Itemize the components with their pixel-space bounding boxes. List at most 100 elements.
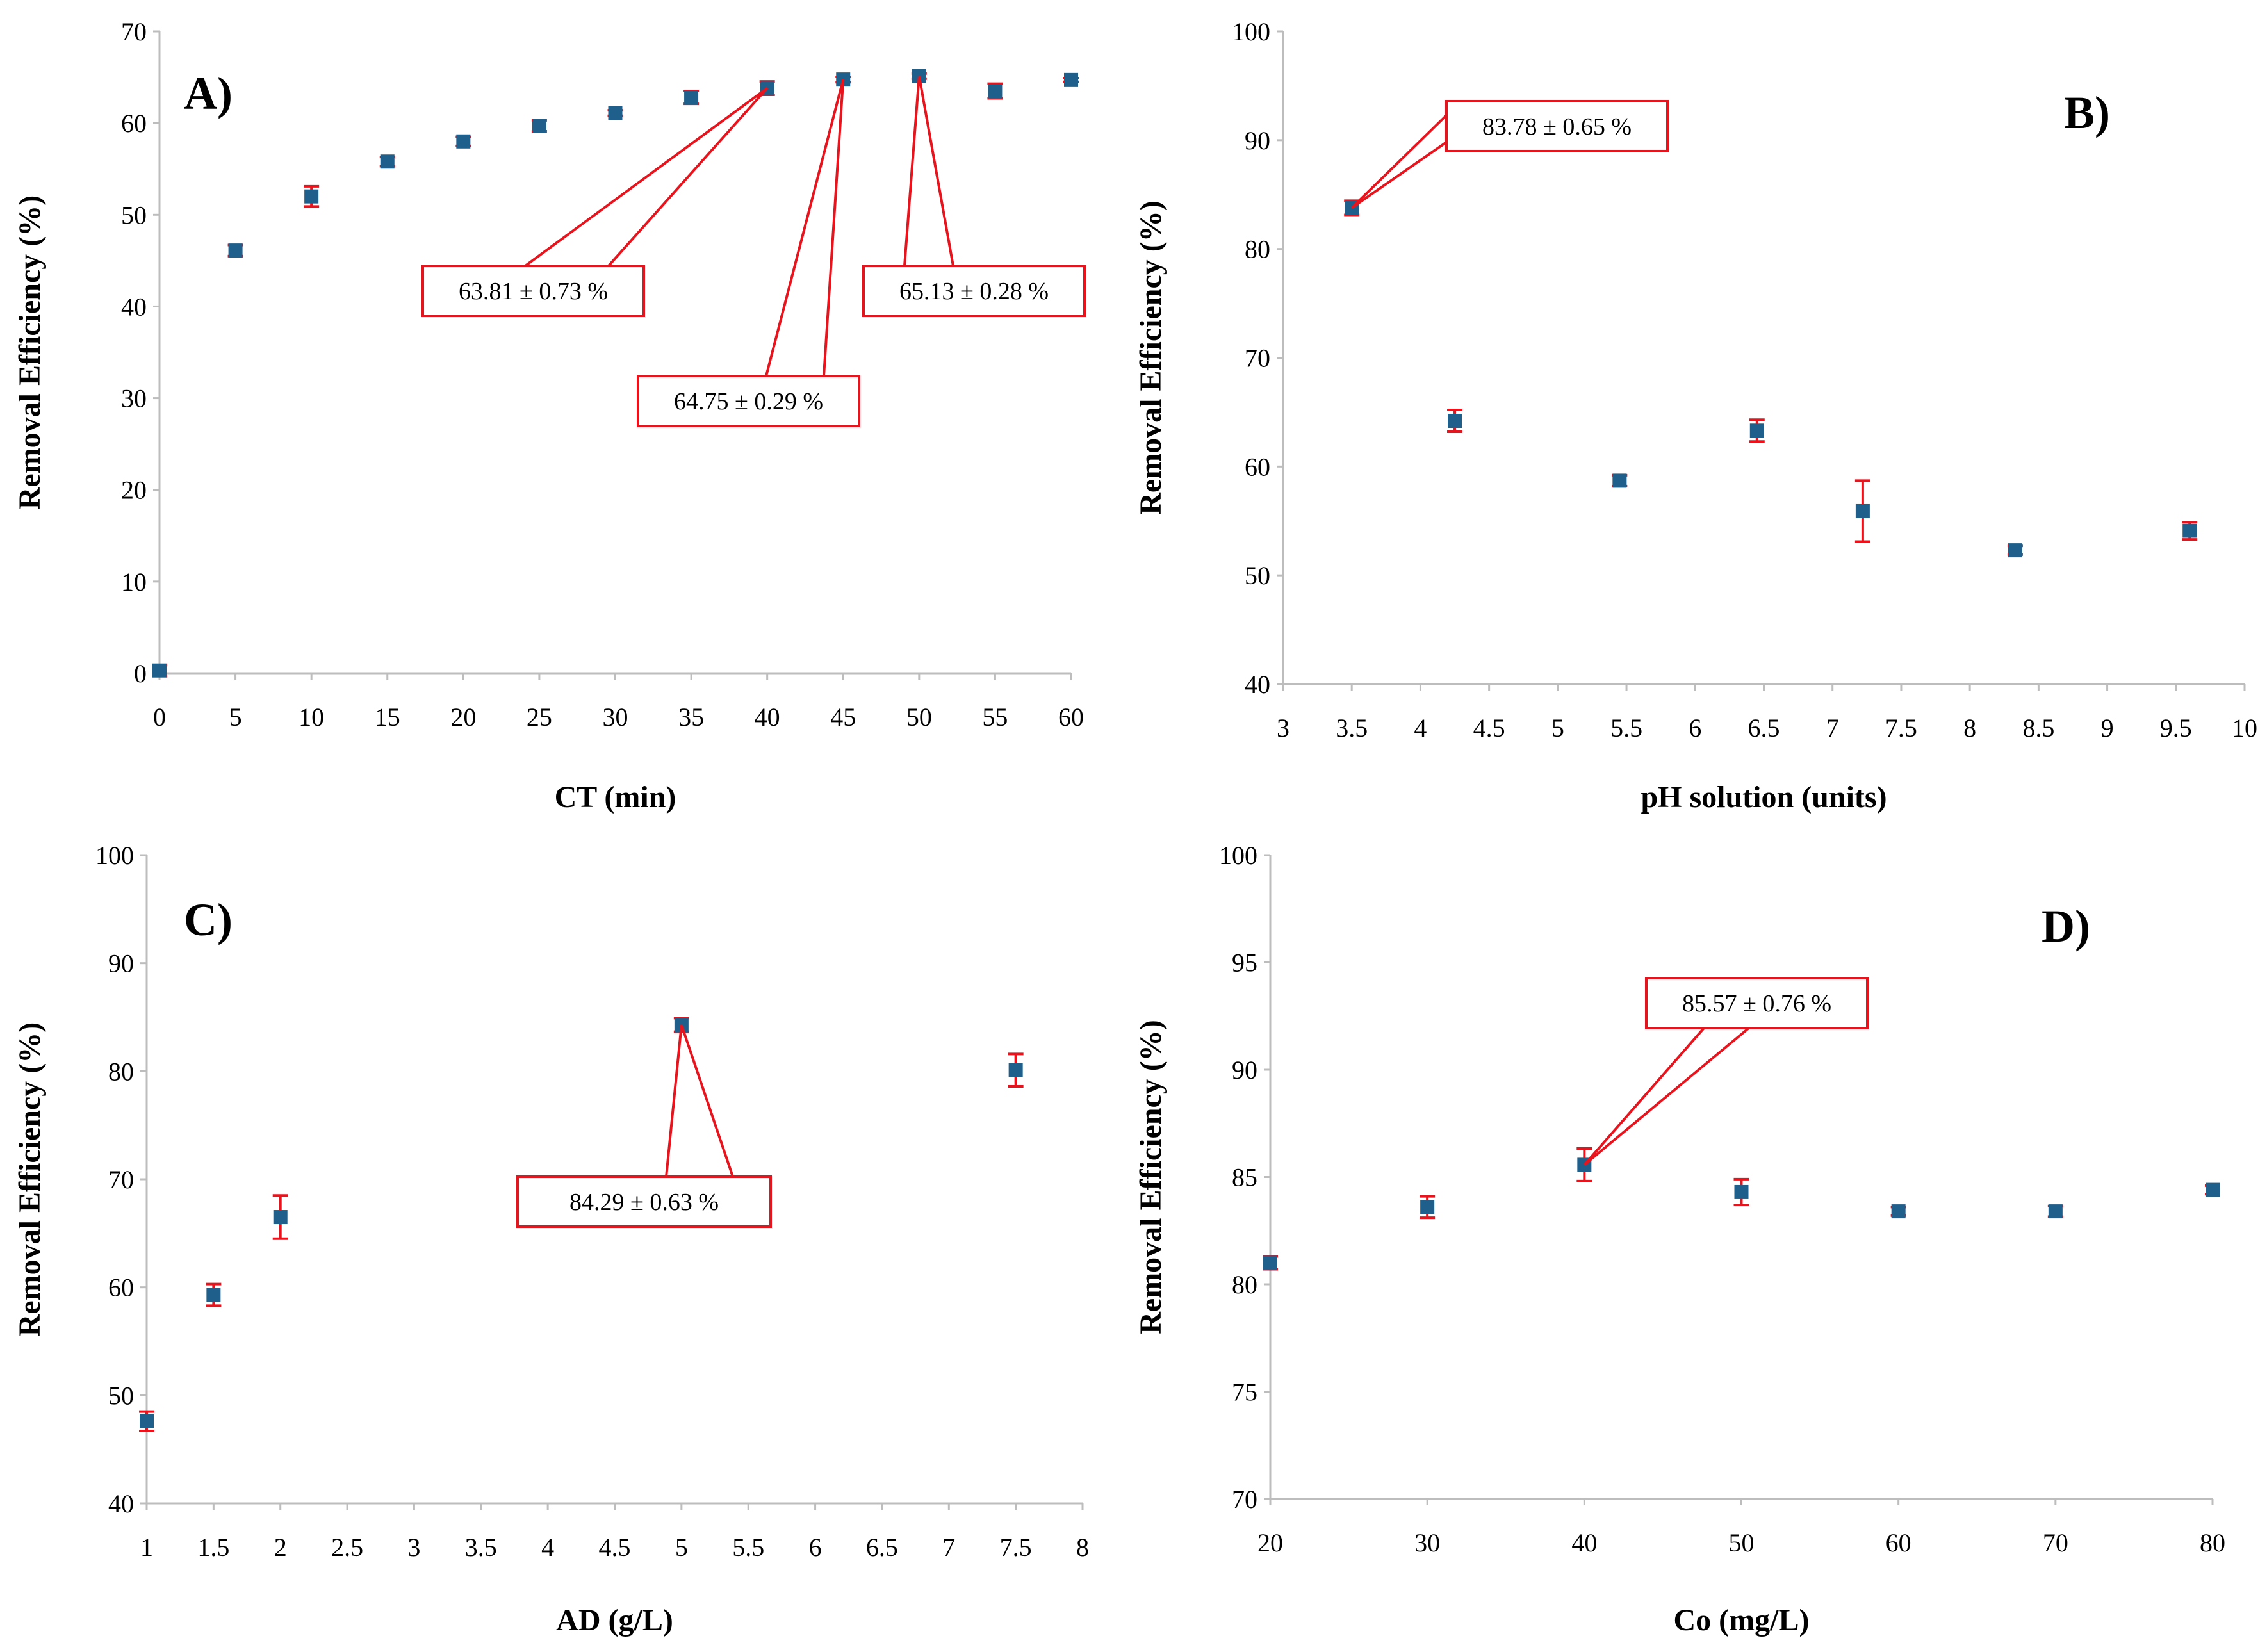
x-axis-title: CT (min) <box>555 780 676 814</box>
x-tick-label: 50 <box>906 703 932 732</box>
marker <box>1064 72 1078 87</box>
marker <box>2182 523 2197 538</box>
y-axis-title: Removal Efficiency (%) <box>1134 200 1168 515</box>
x-tick-label: 60 <box>1886 1528 1911 1557</box>
marker <box>1263 1255 1277 1270</box>
y-tick-label: 50 <box>108 1381 134 1410</box>
data-point <box>1749 418 1765 443</box>
callout: 84.29 ± 0.63 % <box>516 1024 772 1228</box>
callout-leader <box>524 86 768 267</box>
data-point <box>683 90 700 106</box>
x-tick-label: 3.5 <box>465 1533 497 1562</box>
x-tick-label: 55 <box>982 703 1008 732</box>
x-tick-label: 4 <box>1414 714 1427 742</box>
panel-d: 70 75 80 85 90 95 100 20 30 40 50 60 70 80 Co (mg/L) Re… <box>1134 841 2225 1637</box>
x-tick-label: 4.5 <box>599 1533 631 1562</box>
marker <box>228 243 243 258</box>
y-tick-label: 40 <box>121 292 147 321</box>
x-tick-label: 30 <box>1414 1528 1440 1557</box>
marker <box>988 84 1003 99</box>
x-tick-label: 5 <box>229 703 242 732</box>
x-tick-label: 5.5 <box>1610 714 1642 742</box>
marker <box>152 663 167 678</box>
marker <box>1612 473 1627 488</box>
marker <box>1855 503 1870 518</box>
y-tick-label: 70 <box>108 1165 134 1194</box>
marker <box>836 72 851 87</box>
marker <box>1891 1204 1906 1219</box>
x-tick-label: 5.5 <box>732 1533 764 1562</box>
x-tick-label: 5 <box>1551 714 1564 742</box>
callout-box <box>637 375 860 427</box>
y-axis-title: Removal Efficiency (%) <box>1134 1020 1168 1334</box>
data-point <box>1063 72 1079 87</box>
y-tick-label: 10 <box>121 568 147 596</box>
marker <box>380 154 395 169</box>
x-tick-label: 8 <box>1963 714 1976 742</box>
data-point <box>1263 1255 1278 1271</box>
data-point <box>1854 479 1870 543</box>
callout: 83.78 ± 0.65 % <box>1350 100 1669 209</box>
x-tick-label: 20 <box>1257 1528 1283 1557</box>
x-tick-label: 50 <box>1729 1528 1755 1557</box>
y-tick-label: 30 <box>121 384 147 413</box>
x-tick-label: 2 <box>274 1533 287 1562</box>
x-tick-label: 1.5 <box>197 1533 229 1562</box>
callout-leader <box>1583 1027 1705 1166</box>
y-tick-label: 90 <box>1245 126 1270 155</box>
data-point <box>227 243 243 258</box>
data-point <box>304 184 320 208</box>
x-tick-label: 8.5 <box>2022 714 2054 742</box>
x-tick-label: 70 <box>2043 1528 2068 1557</box>
data-point <box>2047 1204 2063 1219</box>
marker <box>608 106 623 120</box>
y-tick-label: 80 <box>1232 1270 1257 1299</box>
marker <box>456 134 471 149</box>
callout-leader <box>1351 141 1448 209</box>
marker <box>2206 1182 2220 1197</box>
callout-box <box>516 1175 772 1228</box>
x-tick-label: 6 <box>1689 714 1701 742</box>
y-tick-label: 0 <box>134 659 147 688</box>
x-tick-label: 10 <box>2232 714 2257 742</box>
x-tick-label: 4 <box>541 1533 554 1562</box>
x-tick-label: 30 <box>603 703 628 732</box>
data-point <box>1733 1177 1749 1207</box>
y-tick-label: 70 <box>1245 344 1270 373</box>
y-tick-label: 70 <box>1232 1485 1257 1514</box>
x-tick-label: 6.5 <box>1748 714 1780 742</box>
x-tick-label: 25 <box>527 703 552 732</box>
data-point <box>1890 1204 1906 1219</box>
data-point <box>139 1410 154 1432</box>
marker <box>1008 1063 1023 1077</box>
callout: 63.81 ± 0.73 % <box>421 86 769 317</box>
marker <box>1420 1200 1435 1214</box>
marker <box>2008 543 2022 558</box>
marker <box>206 1288 221 1302</box>
x-tick-label: 45 <box>830 703 856 732</box>
callout-label: 83.78 ± 0.65 % <box>1482 113 1632 140</box>
callout-label: 85.57 ± 0.76 % <box>1682 990 1831 1017</box>
panel-label: B) <box>2064 87 2110 138</box>
callout: 65.13 ± 0.28 % <box>862 76 1086 317</box>
y-tick-label: 40 <box>108 1489 134 1518</box>
callout-leader <box>1350 114 1448 209</box>
y-tick-label: 85 <box>1232 1163 1257 1192</box>
marker <box>1749 423 1764 438</box>
callout-leader <box>680 1024 734 1177</box>
marker <box>532 119 546 133</box>
data-point <box>1008 1052 1024 1088</box>
marker <box>304 189 319 204</box>
panel-label: D) <box>2042 901 2090 952</box>
panel-c: 40 50 60 70 80 90 100 1 1.5 2 2.5 3 3.5 4 4.5 5 5.5 6 6.5 7… <box>13 841 1089 1637</box>
callout-leader <box>765 79 845 377</box>
panel-b: 40 50 60 70 80 90 100 3 3.5 4 4.5 5 5.5 6 6.5 7 7.5 8 8.5 9… <box>1134 17 2257 814</box>
data-point <box>455 134 471 149</box>
y-tick-label: 95 <box>1232 949 1257 977</box>
data-point <box>2205 1182 2220 1197</box>
callout-label: 84.29 ± 0.63 % <box>569 1189 719 1216</box>
marker <box>273 1210 288 1225</box>
x-tick-label: 3 <box>407 1533 420 1562</box>
y-tick-label: 100 <box>1219 841 1257 870</box>
callout: 85.57 ± 0.76 % <box>1583 977 1869 1166</box>
